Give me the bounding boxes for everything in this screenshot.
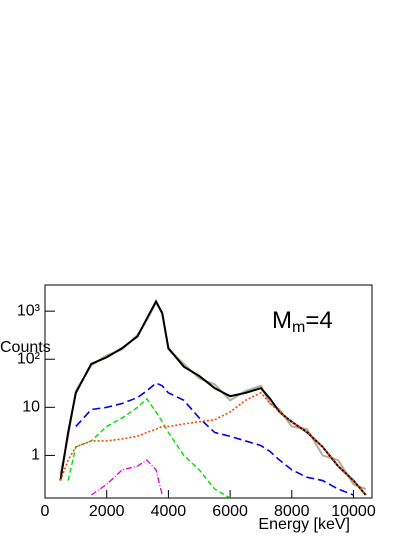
x-tick-label: 10000 <box>331 503 376 520</box>
series-line <box>90 459 163 496</box>
y-axis-title: Counts <box>0 339 51 356</box>
series-line <box>59 300 367 490</box>
x-tick-label: 6000 <box>212 503 248 520</box>
series-line <box>67 397 231 498</box>
y-tick-label: 1 <box>31 447 40 464</box>
series-line <box>75 382 354 496</box>
y-tick-label: 10³ <box>17 302 41 319</box>
x-axis-title: Energy [keV] <box>258 516 350 533</box>
y-tick-label: 10 <box>22 399 40 416</box>
series-line <box>59 391 367 496</box>
x-tick-label: 2000 <box>89 503 125 520</box>
plot-frame <box>44 284 373 499</box>
x-tick-label: 0 <box>41 503 50 520</box>
x-tick-label: 8000 <box>274 503 310 520</box>
x-tick-label: 4000 <box>151 503 187 520</box>
series-line <box>59 299 367 496</box>
y-tick-label: 10² <box>17 350 41 367</box>
annotation: Mm=4 <box>272 307 333 336</box>
